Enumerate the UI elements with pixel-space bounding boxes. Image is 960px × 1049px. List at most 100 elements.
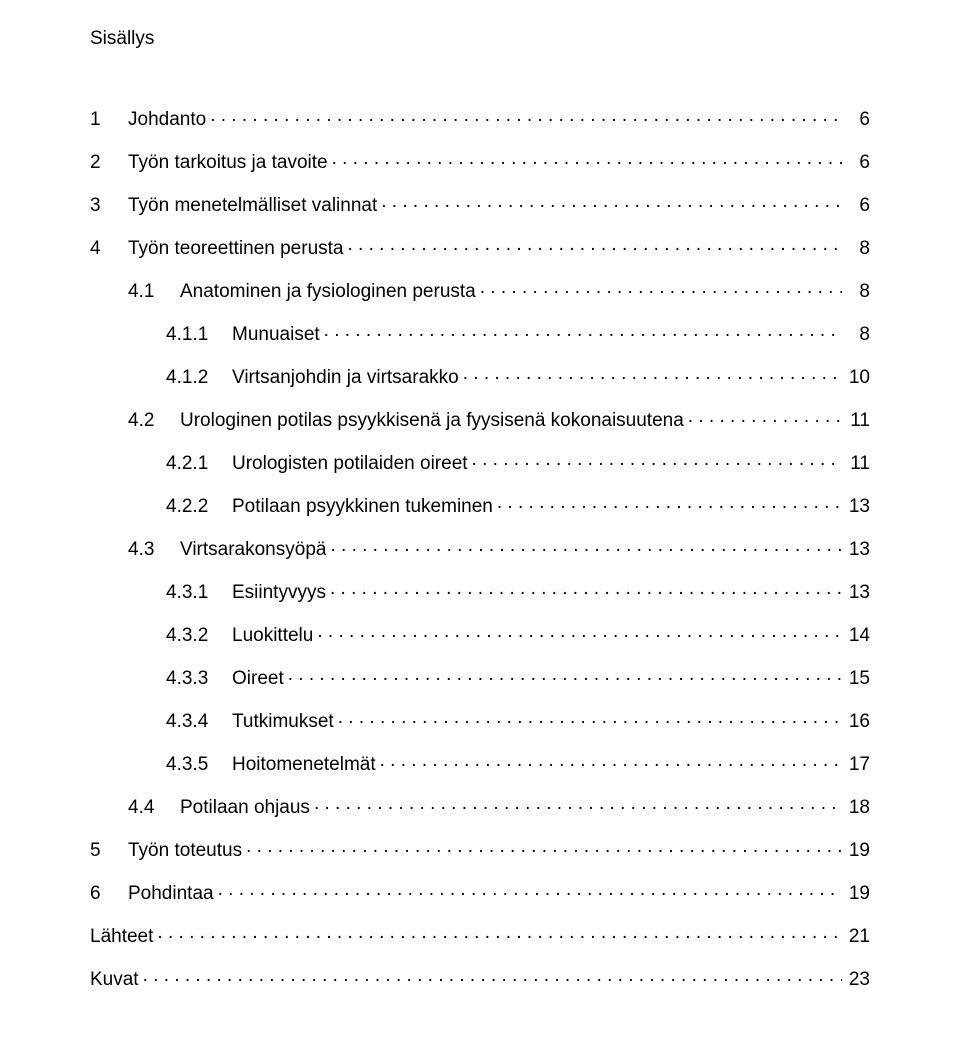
- toc-entry-number: 4.2.1: [166, 454, 232, 473]
- toc-entry-page: 19: [842, 884, 870, 903]
- toc-entry-label: Virtsarakonsyöpä: [180, 540, 330, 559]
- toc-entry-page: 6: [842, 153, 870, 172]
- toc-leader-dots: [497, 493, 842, 512]
- toc-entry-number: 3: [90, 196, 128, 215]
- toc-entry-number: 4.2: [128, 411, 180, 430]
- toc-leader-dots: [330, 579, 842, 598]
- toc-entry: 4.2.2Potilaan psyykkinen tukeminen 13: [90, 493, 870, 516]
- toc-entry-label: Urologinen potilas psyykkisenä ja fyysis…: [180, 411, 688, 430]
- toc-entry: 4.3.5Hoitomenetelmät 17: [90, 751, 870, 774]
- toc-leader-dots: [480, 278, 842, 297]
- toc-leader-dots: [472, 450, 842, 469]
- toc-entry-page: 15: [842, 669, 870, 688]
- toc-entry-page: 10: [842, 368, 870, 387]
- toc-entry: 1Johdanto 6: [90, 106, 870, 129]
- toc-entry-number: 4.3.1: [166, 583, 232, 602]
- toc-entry-page: 11: [842, 411, 870, 430]
- toc-entry-number: 4.3.2: [166, 626, 232, 645]
- toc-entry-number: 4.2.2: [166, 497, 232, 516]
- toc-entry: 4.2Urologinen potilas psyykkisenä ja fyy…: [90, 407, 870, 430]
- toc-entry: 4.1Anatominen ja fysiologinen perusta 8: [90, 278, 870, 301]
- toc-entry: 4.3Virtsarakonsyöpä 13: [90, 536, 870, 559]
- toc-entry-label: Anatominen ja fysiologinen perusta: [180, 282, 480, 301]
- toc-leader-dots: [381, 192, 842, 211]
- toc-entry-label: Hoitomenetelmät: [232, 755, 380, 774]
- toc-leader-dots: [330, 536, 842, 555]
- toc-entry-number: 4: [90, 239, 128, 258]
- toc-entry: 6Pohdintaa 19: [90, 880, 870, 903]
- toc-leader-dots: [288, 665, 842, 684]
- toc-entry: Lähteet 21: [90, 923, 870, 946]
- toc-entry-label: Potilaan ohjaus: [180, 798, 314, 817]
- toc-entry-page: 13: [842, 540, 870, 559]
- toc-entry-page: 13: [842, 497, 870, 516]
- toc-entry-page: 8: [842, 239, 870, 258]
- toc-entry-number: 4.4: [128, 798, 180, 817]
- toc-entry-label: Oireet: [232, 669, 288, 688]
- toc-entry-label: Munuaiset: [232, 325, 324, 344]
- toc-entry-number: 1: [90, 110, 128, 129]
- toc-entry: 2Työn tarkoitus ja tavoite 6: [90, 149, 870, 172]
- toc-leader-dots: [347, 235, 842, 254]
- toc-entry-label: Urologisten potilaiden oireet: [232, 454, 472, 473]
- toc-entry: 4.2.1Urologisten potilaiden oireet 11: [90, 450, 870, 473]
- toc-entry-page: 11: [842, 454, 870, 473]
- toc-entry: 3Työn menetelmälliset valinnat 6: [90, 192, 870, 215]
- toc-entry-label: Virtsanjohdin ja virtsarakko: [232, 368, 463, 387]
- toc-title: Sisällys: [90, 28, 870, 50]
- toc-entry-label: Työn tarkoitus ja tavoite: [128, 153, 332, 172]
- toc-entry: 4.3.1Esiintyvyys 13: [90, 579, 870, 602]
- toc-leader-dots: [338, 708, 842, 727]
- toc-entry-page: 16: [842, 712, 870, 731]
- toc-entry-label: Työn teoreettinen perusta: [128, 239, 347, 258]
- toc-entry-page: 17: [842, 755, 870, 774]
- toc-leader-dots: [246, 837, 842, 856]
- toc-entry-page: 8: [842, 325, 870, 344]
- toc-entry-page: 6: [842, 196, 870, 215]
- toc-leader-dots: [317, 622, 842, 641]
- toc-entry: 4Työn teoreettinen perusta 8: [90, 235, 870, 258]
- toc-entry-number: 5: [90, 841, 128, 860]
- toc-entry-label: Kuvat: [90, 970, 143, 989]
- toc-entry-label: Lähteet: [90, 927, 157, 946]
- toc-entry: 4.1.1Munuaiset8: [90, 321, 870, 344]
- toc-entry-number: 4.1: [128, 282, 180, 301]
- toc-leader-dots: [218, 880, 842, 899]
- document-page: Sisällys 1Johdanto62Työn tarkoitus ja ta…: [0, 0, 960, 1049]
- table-of-contents: 1Johdanto62Työn tarkoitus ja tavoite63Ty…: [90, 106, 870, 989]
- toc-entry-label: Potilaan psyykkinen tukeminen: [232, 497, 497, 516]
- toc-entry: 4.3.3Oireet15: [90, 665, 870, 688]
- toc-entry-page: 21: [842, 927, 870, 946]
- toc-entry-label: Tutkimukset: [232, 712, 338, 731]
- toc-entry-label: Johdanto: [128, 110, 210, 129]
- toc-entry: 4.4Potilaan ohjaus18: [90, 794, 870, 817]
- toc-entry-number: 2: [90, 153, 128, 172]
- toc-entry-number: 4.3.5: [166, 755, 232, 774]
- toc-entry: Kuvat 23: [90, 966, 870, 989]
- toc-entry-page: 19: [842, 841, 870, 860]
- toc-entry-number: 6: [90, 884, 128, 903]
- toc-entry-page: 14: [842, 626, 870, 645]
- toc-entry-label: Esiintyvyys: [232, 583, 330, 602]
- toc-entry-label: Pohdintaa: [128, 884, 218, 903]
- toc-entry: 4.3.4Tutkimukset 16: [90, 708, 870, 731]
- toc-entry-page: 23: [842, 970, 870, 989]
- toc-leader-dots: [688, 407, 842, 426]
- toc-entry-number: 4.3.4: [166, 712, 232, 731]
- toc-leader-dots: [143, 966, 842, 985]
- toc-entry-page: 8: [842, 282, 870, 301]
- toc-leader-dots: [332, 149, 842, 168]
- toc-entry-number: 4.1.2: [166, 368, 232, 387]
- toc-entry-page: 6: [842, 110, 870, 129]
- toc-entry-number: 4.3: [128, 540, 180, 559]
- toc-leader-dots: [380, 751, 842, 770]
- toc-leader-dots: [157, 923, 842, 942]
- toc-entry: 5Työn toteutus 19: [90, 837, 870, 860]
- toc-entry-label: Työn menetelmälliset valinnat: [128, 196, 381, 215]
- toc-entry-label: Luokittelu: [232, 626, 317, 645]
- toc-leader-dots: [463, 364, 842, 383]
- toc-entry-page: 13: [842, 583, 870, 602]
- toc-entry-label: Työn toteutus: [128, 841, 246, 860]
- toc-entry: 4.1.2Virtsanjohdin ja virtsarakko 10: [90, 364, 870, 387]
- toc-leader-dots: [314, 794, 842, 813]
